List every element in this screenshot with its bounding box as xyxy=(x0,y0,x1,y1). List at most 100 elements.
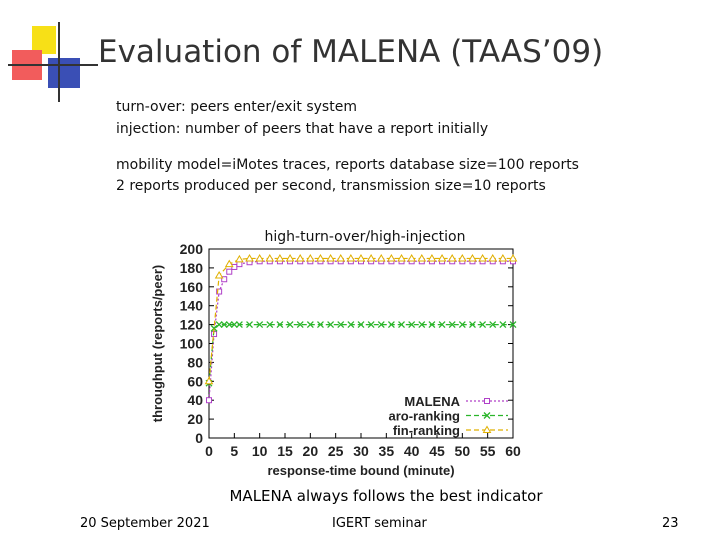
bullet-injection: injection: number of peers that have a r… xyxy=(116,121,489,137)
y-tick-label: 40 xyxy=(187,392,203,408)
data-point xyxy=(418,321,426,329)
y-tick-label: 80 xyxy=(187,354,203,370)
x-axis-label: response-time bound (minute) xyxy=(267,463,454,478)
data-point xyxy=(346,253,356,262)
data-point xyxy=(508,253,518,262)
data-point xyxy=(286,321,294,329)
y-tick-label: 160 xyxy=(180,279,204,295)
series-line-MALENA xyxy=(208,260,513,401)
decoration-blue-square xyxy=(48,58,80,88)
y-tick-label: 100 xyxy=(180,336,204,352)
data-point xyxy=(214,270,224,279)
legend-label: MALENA xyxy=(404,394,460,409)
x-tick-label: 45 xyxy=(429,443,445,459)
data-point xyxy=(447,253,457,262)
data-point xyxy=(215,321,223,329)
data-point xyxy=(337,321,345,329)
legend-label: fin-ranking xyxy=(393,423,460,438)
data-point xyxy=(387,253,396,262)
data-point xyxy=(428,321,436,329)
data-point xyxy=(377,321,385,329)
series-line-aro-ranking xyxy=(208,323,513,384)
data-point xyxy=(326,253,335,262)
data-point xyxy=(417,253,427,262)
data-point xyxy=(478,253,487,262)
y-tick-label: 120 xyxy=(180,317,204,333)
data-point xyxy=(216,288,223,295)
y-tick-label: 60 xyxy=(187,373,203,389)
x-tick-label: 20 xyxy=(303,443,319,459)
data-point xyxy=(224,259,234,268)
data-point xyxy=(366,253,376,262)
data-point xyxy=(488,253,498,262)
slide-decoration xyxy=(0,0,100,110)
data-point xyxy=(230,321,238,329)
data-point xyxy=(356,253,366,262)
data-point xyxy=(275,253,285,262)
data-point xyxy=(235,321,243,329)
data-point xyxy=(296,321,304,329)
footer-date: 20 September 2021 xyxy=(80,516,210,531)
data-point xyxy=(266,321,274,329)
slide-conclusion: MALENA always follows the best indicator xyxy=(229,487,543,505)
data-point xyxy=(376,253,386,262)
x-tick-label: 35 xyxy=(379,443,395,459)
x-tick-label: 60 xyxy=(505,443,521,459)
data-point xyxy=(387,321,395,329)
data-point xyxy=(265,253,275,262)
data-point xyxy=(468,253,477,262)
plot-frame xyxy=(208,248,514,439)
data-point xyxy=(427,253,437,262)
y-tick-label: 180 xyxy=(180,260,204,276)
data-point xyxy=(489,321,497,329)
data-point xyxy=(397,253,406,262)
data-point xyxy=(482,425,492,433)
data-point xyxy=(457,253,467,262)
data-point xyxy=(295,253,305,262)
data-point xyxy=(437,253,447,262)
data-point xyxy=(305,253,315,262)
series-line-fin-ranking xyxy=(208,257,513,382)
data-point xyxy=(479,321,487,329)
data-point xyxy=(285,253,295,262)
data-point xyxy=(357,321,365,329)
y-tick-label: 0 xyxy=(195,430,203,446)
param-mobility: mobility model=iMotes traces, reports da… xyxy=(116,157,579,173)
param-reports: 2 reports produced per second, transmiss… xyxy=(116,178,546,194)
decoration-vertical-line xyxy=(58,22,60,102)
y-tick-label: 20 xyxy=(187,411,203,427)
data-point xyxy=(235,254,244,263)
data-point xyxy=(499,321,507,329)
data-point xyxy=(316,253,325,262)
data-point xyxy=(246,321,253,329)
data-point xyxy=(206,397,212,404)
data-point xyxy=(256,321,264,329)
data-point xyxy=(306,321,314,329)
y-tick-label: 200 xyxy=(180,241,204,257)
data-point xyxy=(210,324,218,332)
data-point xyxy=(220,321,228,329)
data-point xyxy=(458,321,466,329)
data-point xyxy=(245,253,254,262)
x-tick-label: 30 xyxy=(353,443,369,459)
data-point xyxy=(336,253,346,262)
data-point xyxy=(408,321,416,329)
legend-label: aro-ranking xyxy=(388,409,460,424)
data-point xyxy=(484,398,490,404)
bullet-turnover: turn-over: peers enter/exit system xyxy=(116,99,357,115)
throughput-chart: 0 20 40 60 80 100 120 140 160 180 200 0 5 10 15 20 25 30 3… xyxy=(140,205,540,480)
data-point xyxy=(204,376,214,385)
data-point xyxy=(255,253,265,262)
data-point xyxy=(367,321,375,329)
x-tick-label: 0 xyxy=(205,443,213,459)
chart-title: high-turn-over/high-injection xyxy=(265,229,466,245)
data-point xyxy=(226,268,233,275)
data-point xyxy=(317,321,324,329)
data-point xyxy=(398,321,405,329)
data-point xyxy=(225,321,233,329)
data-point xyxy=(469,321,476,329)
data-point xyxy=(327,321,335,329)
data-point xyxy=(483,412,491,419)
data-point xyxy=(498,253,508,262)
